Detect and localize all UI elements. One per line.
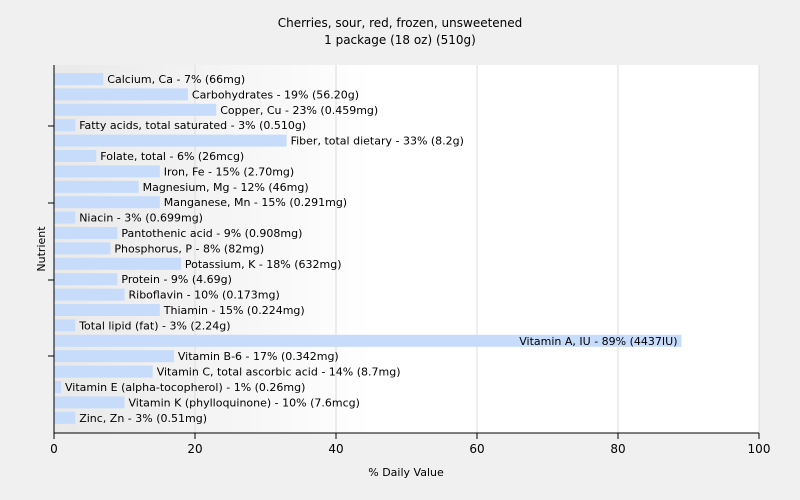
chart-title: Cherries, sour, red, frozen, unsweetened [278,16,523,30]
bar-label: Vitamin B-6 - 17% (0.342mg) [178,350,339,363]
bar-label: Magnesium, Mg - 12% (46mg) [143,181,309,194]
bars: Calcium, Ca - 7% (66mg) Carbohydrates - 1… [54,73,682,425]
bar [54,304,160,316]
bar-label: Fatty acids, total saturated - 3% (0.510… [79,119,306,132]
bar-label: Carbohydrates - 19% (56.20g) [192,88,359,101]
x-tick-label: 40 [328,442,343,456]
bar [54,180,139,193]
bar [54,88,188,101]
bar-label: Vitamin C, total ascorbic acid - 14% (8.… [157,366,401,379]
bar-label: Fiber, total dietary - 33% (8.2g) [291,135,464,148]
plot-area [54,65,759,433]
bar [54,257,181,270]
x-tick-label: 80 [610,442,625,456]
bar [54,319,76,332]
bar-label: Riboflavin - 10% (0.173mg) [129,289,280,302]
bar [54,119,76,132]
bar-label: Copper, Cu - 23% (0.459mg) [220,104,378,117]
bar [54,196,160,209]
bar [54,411,76,424]
bar-label: Folate, total - 6% (26mcg) [100,150,244,163]
bar [54,134,287,147]
y-axis-label: Nutrient [35,226,48,272]
bar [54,165,160,178]
chart-subtitle: 1 package (18 oz) (510g) [324,33,476,47]
bar [54,73,104,85]
x-axis-label: % Daily Value [368,466,444,479]
bar-label: Vitamin K (phylloquinone) - 10% (7.6mcg) [129,396,360,409]
bar-label: Total lipid (fat) - 3% (2.24g) [78,319,230,332]
x-tick-label: 100 [748,442,771,456]
gridlines [194,65,760,433]
bar-label: Thiamin - 15% (0.224mg) [163,304,305,317]
x-tick-label: 60 [469,442,484,456]
bar-label: Iron, Fe - 15% (2.70mg) [164,165,294,178]
bar [54,288,125,301]
bar-label: Pantothenic acid - 9% (0.908mg) [121,227,302,240]
bar-label: Vitamin E (alpha-tocopherol) - 1% (0.26m… [65,381,305,394]
bar [54,273,118,286]
axes: 0 20 40 60 80 100 [48,65,770,456]
bar-label: Niacin - 3% (0.699mg) [79,212,203,225]
bar [54,227,118,239]
bar [54,396,125,409]
bar-label: Manganese, Mn - 15% (0.291mg) [164,196,347,209]
bar-label: Potassium, K - 18% (632mg) [185,258,342,271]
bar-label: Calcium, Ca - 7% (66mg) [107,73,245,86]
bar [54,365,153,378]
bar [54,242,111,255]
bar [54,381,61,393]
bar [54,103,217,116]
bar [54,211,76,224]
bar-label: Phosphorus, P - 8% (82mg) [114,242,264,255]
bar [54,350,174,363]
bar [54,334,682,347]
x-tick-label: 20 [187,442,202,456]
bar [54,150,97,162]
x-tick-label: 0 [50,442,58,456]
bar-label: Vitamin A, IU - 89% (4437IU) [519,335,677,348]
bar-label: Zinc, Zn - 3% (0.51mg) [79,412,207,425]
bar-label: Protein - 9% (4.69g) [121,273,232,286]
